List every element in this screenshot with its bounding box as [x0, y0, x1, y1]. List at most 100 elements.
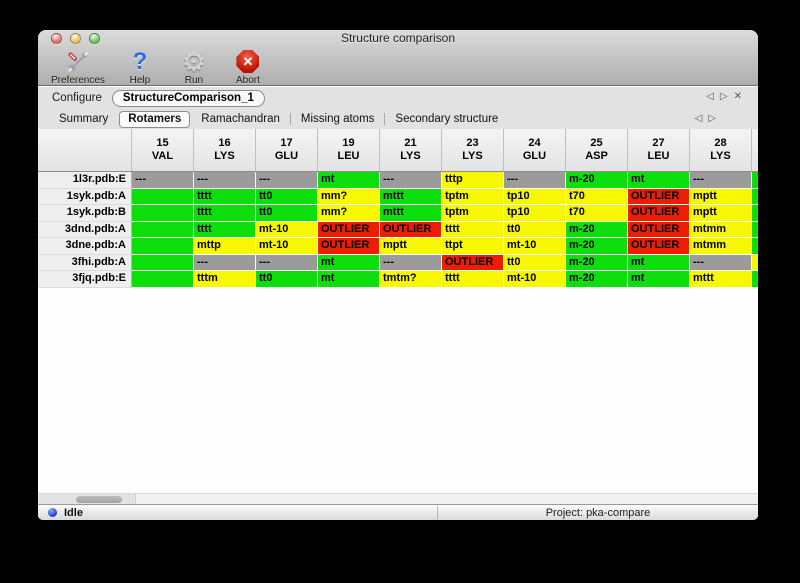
rotamer-cell[interactable]: tttt	[194, 221, 256, 238]
rotamer-cell[interactable]: tptm	[442, 188, 504, 205]
rotamer-cell[interactable]: mt	[318, 254, 380, 271]
rotamer-cell[interactable]: ---	[132, 172, 194, 189]
rotamer-cell[interactable]: tmtm?	[380, 271, 442, 288]
column-header[interactable]: 25 ASP	[566, 129, 628, 171]
rotamer-cell[interactable]: tttp	[442, 172, 504, 189]
rotamer-cell[interactable]	[132, 238, 194, 255]
rotamer-cell[interactable]: OUTLIER	[628, 238, 690, 255]
rotamer-cell[interactable]: ---	[380, 172, 442, 189]
column-header[interactable]: 24 GLU	[504, 129, 566, 171]
next-tab-button[interactable]: ▷	[708, 113, 716, 124]
help-button[interactable]: ? Help	[121, 48, 159, 86]
row-label[interactable]: 1syk.pdb:B	[38, 205, 132, 222]
row-label[interactable]: 3fjq.pdb:E	[38, 271, 132, 288]
rotamer-cell[interactable]: tt0	[256, 271, 318, 288]
rotamer-cell[interactable]	[132, 221, 194, 238]
preferences-button[interactable]: Preferences	[51, 48, 105, 86]
rotamer-cell[interactable]: OUTLIER	[628, 221, 690, 238]
rotamer-cell[interactable]: tttt	[442, 271, 504, 288]
column-header[interactable]: 28 LYS	[690, 129, 752, 171]
rotamer-cell[interactable]: OUTLIER	[380, 221, 442, 238]
rotamer-cell[interactable]: mt-10	[256, 221, 318, 238]
rotamer-cell[interactable]: mt	[318, 172, 380, 189]
column-header[interactable]: 21 LYS	[380, 129, 442, 171]
prev-config-button[interactable]: ◁	[706, 91, 714, 102]
rotamer-cell[interactable]: mm?	[318, 188, 380, 205]
rotamer-cell[interactable]: tt0	[256, 188, 318, 205]
rotamer-cell[interactable]: ---	[504, 172, 566, 189]
rotamer-cell[interactable]: t70	[566, 205, 628, 222]
zoom-window-button[interactable]	[89, 33, 100, 44]
rotamer-cell[interactable]: mtmm	[690, 238, 752, 255]
rotamer-cell[interactable]	[132, 271, 194, 288]
rotamer-cell[interactable]: tt0	[504, 221, 566, 238]
rotamer-cell[interactable]: ---	[194, 254, 256, 271]
rotamer-cell[interactable]: mm?	[318, 205, 380, 222]
rotamer-cell[interactable]: OUTLIER	[628, 188, 690, 205]
rotamer-cell[interactable]: mptt	[380, 238, 442, 255]
row-label[interactable]: 3dne.pdb:A	[38, 238, 132, 255]
rotamer-cell[interactable]: tttt	[442, 221, 504, 238]
row-label[interactable]: 1l3r.pdb:E	[38, 172, 132, 189]
run-button[interactable]: ⚙ Run	[175, 48, 213, 86]
rotamer-cell[interactable]: mt-10	[504, 238, 566, 255]
row-label[interactable]: 1syk.pdb:A	[38, 188, 132, 205]
rotamer-cell[interactable]	[132, 254, 194, 271]
rotamer-cell[interactable]: OUTLIER	[318, 238, 380, 255]
rotamer-cell[interactable]: tttm	[194, 271, 256, 288]
rotamer-cell[interactable]: mttt	[380, 205, 442, 222]
column-header[interactable]: 19 LEU	[318, 129, 380, 171]
config-tab-structurecomparison-1[interactable]: StructureComparison_1	[111, 89, 265, 107]
rotamer-cell[interactable]: mttt	[690, 271, 752, 288]
tab-secondary-structure[interactable]: Secondary structure	[395, 113, 499, 125]
rotamer-cell[interactable]: ---	[256, 172, 318, 189]
rotamer-cell[interactable]: m-20	[566, 221, 628, 238]
rotamer-cell[interactable]: OUTLIER	[628, 205, 690, 222]
tab-missing-atoms[interactable]: Missing atoms	[300, 113, 375, 125]
column-header[interactable]: 15 VAL	[132, 129, 194, 171]
rotamer-cell[interactable]: mt	[628, 172, 690, 189]
column-header[interactable]: 16 LYS	[194, 129, 256, 171]
rotamer-cell[interactable]: tt0	[504, 254, 566, 271]
rotamer-cell[interactable]: ---	[256, 254, 318, 271]
tab-ramachandran[interactable]: Ramachandran	[201, 113, 280, 125]
rotamer-cell[interactable]: t70	[566, 188, 628, 205]
rotamer-cell[interactable]: mt	[628, 254, 690, 271]
close-config-button[interactable]: ✕	[733, 91, 742, 102]
horizontal-scrollbar[interactable]	[38, 493, 758, 504]
rotamer-cell[interactable]: m-20	[566, 254, 628, 271]
rotamer-cell[interactable]: mt	[628, 271, 690, 288]
rotamer-cell[interactable]: tt0	[256, 205, 318, 222]
rotamer-cell[interactable]: m-20	[566, 271, 628, 288]
close-window-button[interactable]	[51, 33, 62, 44]
rotamer-cell[interactable]: mt-10	[256, 238, 318, 255]
rotamer-cell[interactable]	[132, 188, 194, 205]
rotamer-cell[interactable]: ---	[690, 172, 752, 189]
rotamer-cell[interactable]: tttt	[194, 205, 256, 222]
row-label[interactable]: 3dnd.pdb:A	[38, 221, 132, 238]
rotamer-cell[interactable]: tttt	[194, 188, 256, 205]
rotamer-cell[interactable]: mt-10	[504, 271, 566, 288]
rotamer-cell[interactable]	[132, 205, 194, 222]
abort-button[interactable]: ✕ Abort	[229, 48, 267, 86]
column-header[interactable]: 23 LYS	[442, 129, 504, 171]
rotamer-cell[interactable]: ---	[194, 172, 256, 189]
column-header[interactable]: 17 GLU	[256, 129, 318, 171]
rotamer-cell[interactable]: ---	[690, 254, 752, 271]
titlebar[interactable]: Structure comparison	[38, 30, 758, 46]
rotamer-cell[interactable]: tp10	[504, 188, 566, 205]
rotamer-cell[interactable]: mttt	[380, 188, 442, 205]
prev-tab-button[interactable]: ◁	[694, 113, 703, 124]
rotamer-cell[interactable]: mttp	[194, 238, 256, 255]
column-header[interactable]: 27 LEU	[628, 129, 690, 171]
rotamer-cell[interactable]: mtmm	[690, 221, 752, 238]
next-config-button[interactable]: ▷	[719, 91, 728, 102]
row-label[interactable]: 3fhi.pdb:A	[38, 254, 132, 271]
rotamer-cell[interactable]: m-20	[566, 172, 628, 189]
rotamer-cell[interactable]: mptt	[690, 205, 752, 222]
rotamer-cell[interactable]: m-20	[566, 238, 628, 255]
rotamer-cell[interactable]: tp10	[504, 205, 566, 222]
scrollbar-thumb[interactable]	[76, 496, 122, 503]
rotamer-cell[interactable]: mptt	[690, 188, 752, 205]
minimize-window-button[interactable]	[70, 33, 81, 44]
